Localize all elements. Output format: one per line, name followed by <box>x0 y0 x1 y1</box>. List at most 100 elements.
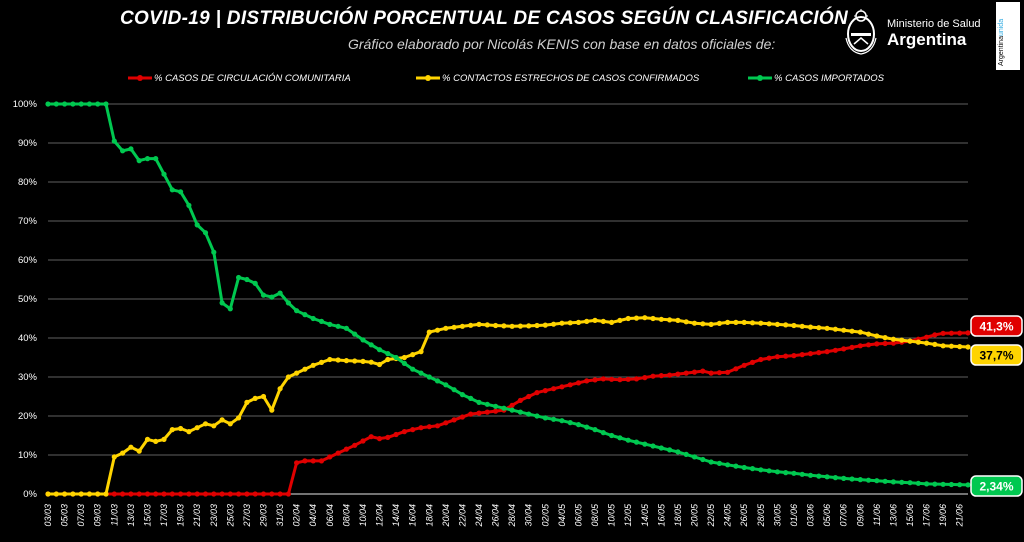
data-point <box>824 325 830 331</box>
data-point <box>940 343 946 349</box>
data-point <box>932 481 938 487</box>
data-point <box>335 450 341 456</box>
data-point <box>642 441 648 447</box>
data-point <box>252 491 258 497</box>
data-point <box>890 336 897 342</box>
data-point <box>907 338 913 344</box>
data-point <box>675 317 681 323</box>
data-point <box>807 324 814 330</box>
data-point <box>136 158 142 164</box>
data-point <box>202 491 209 497</box>
data-point <box>285 374 291 380</box>
data-point <box>667 317 673 323</box>
data-point <box>890 479 897 485</box>
data-point <box>807 351 814 357</box>
data-point <box>915 480 921 486</box>
x-tick-label: 14/04 <box>391 504 401 527</box>
data-point <box>716 370 723 376</box>
data-point <box>451 417 457 423</box>
x-tick-label: 02/05 <box>540 503 550 527</box>
data-point <box>501 405 507 411</box>
data-point <box>725 319 731 325</box>
data-point <box>609 319 615 325</box>
data-point <box>849 476 855 482</box>
x-tick-label: 30/05 <box>772 503 782 527</box>
data-point <box>219 491 225 497</box>
data-point <box>186 491 192 497</box>
data-point <box>343 446 349 452</box>
data-point <box>484 401 490 407</box>
data-point <box>401 429 407 435</box>
data-point <box>617 435 623 441</box>
data-point <box>691 369 698 375</box>
data-point <box>53 101 59 107</box>
data-point <box>120 148 126 154</box>
data-point <box>758 320 764 326</box>
x-tick-label: 24/05 <box>723 503 733 528</box>
data-point <box>385 434 391 440</box>
data-point <box>277 491 283 497</box>
data-point <box>708 321 714 327</box>
x-tick-label: 15/03 <box>142 504 152 527</box>
data-point <box>700 456 706 463</box>
series-line <box>46 331 970 496</box>
data-point <box>294 460 300 466</box>
legend: % CASOS DE CIRCULACIÓN COMUNITARIA % CONT… <box>128 73 885 84</box>
data-point <box>161 171 167 177</box>
x-tick-label: 17/03 <box>159 504 169 527</box>
data-point <box>277 290 283 296</box>
data-point <box>534 322 540 329</box>
data-point <box>965 330 971 336</box>
data-point <box>575 319 582 325</box>
data-point <box>136 491 142 497</box>
data-point <box>774 354 781 360</box>
x-tick-label: 13/03 <box>126 504 136 527</box>
data-point <box>625 437 631 443</box>
x-tick-label: 05/06 <box>822 504 832 527</box>
data-point <box>725 462 731 468</box>
x-tick-label: 24/04 <box>474 504 484 528</box>
x-axis-ticks: 03/03 05/03 07/03 09/03 11/03 13/03 15/03 17/03… <box>43 503 965 528</box>
data-point <box>899 337 905 343</box>
data-point <box>534 390 540 396</box>
grid-lines <box>48 103 968 495</box>
data-point <box>211 423 217 429</box>
x-tick-label: 07/03 <box>76 504 86 527</box>
data-point <box>227 491 233 497</box>
x-tick-label: 21/03 <box>192 504 202 528</box>
series-group <box>45 101 971 488</box>
data-point <box>924 481 930 487</box>
data-point <box>957 344 963 350</box>
x-tick-label: 23/03 <box>209 504 219 528</box>
data-point <box>642 375 648 381</box>
data-point <box>658 445 664 451</box>
x-tick-label: 13/06 <box>888 504 898 527</box>
data-point <box>103 101 109 107</box>
y-tick-label: 40% <box>18 333 38 344</box>
data-point <box>194 425 200 431</box>
data-point <box>691 454 698 460</box>
x-tick-label: 09/06 <box>855 504 865 527</box>
data-point <box>120 450 126 456</box>
data-point <box>890 340 897 346</box>
x-tick-label: 12/04 <box>375 504 385 527</box>
end-label-box <box>970 475 1023 497</box>
legend-marker <box>137 75 143 81</box>
data-point <box>791 353 797 359</box>
series-group <box>45 315 971 497</box>
data-point <box>153 438 159 444</box>
data-point <box>857 477 863 483</box>
data-point <box>178 425 184 432</box>
data-point <box>733 366 739 372</box>
data-point <box>260 292 267 298</box>
data-point <box>360 337 366 343</box>
data-point <box>153 156 159 162</box>
x-tick-label: 18/05 <box>673 503 683 527</box>
data-point <box>824 474 830 480</box>
data-point <box>816 473 822 479</box>
x-tick-label: 21/06 <box>955 504 965 528</box>
data-point <box>368 359 374 365</box>
data-point <box>418 425 424 431</box>
data-point <box>244 276 250 283</box>
data-point <box>592 427 598 433</box>
